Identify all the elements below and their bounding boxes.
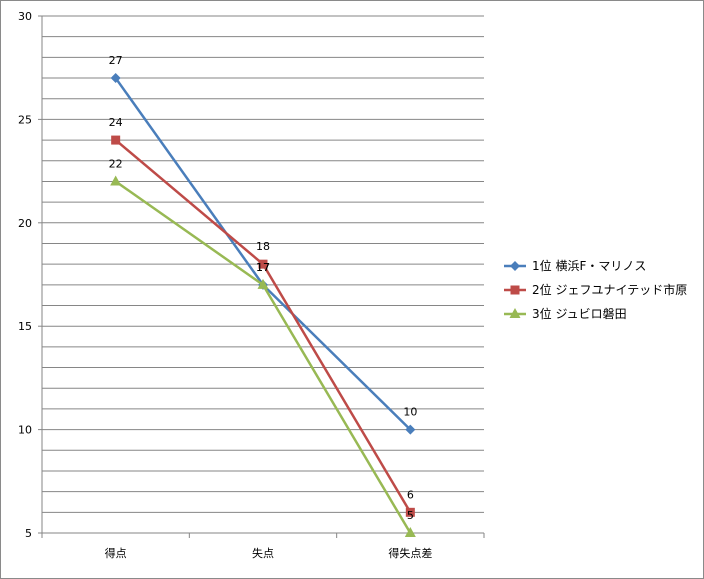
series-lines [110,73,416,537]
y-tick-label: 5 [25,527,32,540]
data-point [405,507,415,517]
x-tick-label: 失点 [252,547,274,560]
series-2 [111,135,415,517]
legend: 1位 横浜F・マリノス 2位 ジェフユナイテッド市原 3位 ジュビロ磐田 [504,258,687,321]
axes [38,15,485,538]
series-line [114,77,412,431]
data-point [258,259,268,269]
data-point [110,175,122,186]
legend-marker [510,261,520,271]
legend-label: 3位 ジュビロ磐田 [532,306,627,321]
legend-entry: 2位 ジェフユナイテッド市原 [504,282,687,297]
series-3 [110,175,416,537]
data-point [111,135,121,145]
legend-label: 1位 横浜F・マリノス [532,258,646,273]
data-label: 18 [256,240,270,253]
series-line [114,180,412,534]
data-label: 6 [407,488,414,501]
data-label: 24 [109,116,123,129]
data-label: 22 [109,157,123,170]
y-tick-label: 15 [18,320,32,333]
data-point [404,527,416,537]
y-axis-tick-labels: 5 10 15 20 25 30 [18,10,32,540]
legend-entry: 1位 横浜F・マリノス [504,258,646,273]
y-tick-label: 25 [18,113,32,126]
data-label: 27 [109,54,123,67]
y-tick-label: 30 [18,10,32,23]
series-1 [110,73,416,435]
legend-entry: 3位 ジュビロ磐田 [504,306,627,321]
legend-marker [509,308,521,318]
data-point [110,73,121,84]
legend-marker [510,285,520,295]
legend-label: 2位 ジェフユナイテッド市原 [532,282,687,297]
data-point [405,424,416,435]
data-point [257,278,269,289]
x-tick-label: 得失点差 [388,546,432,560]
x-axis-tick-labels: 得点 失点 得失点差 [105,546,433,560]
data-label: 5 [407,509,414,522]
data-label: 17 [256,261,270,274]
data-label: 17 [256,261,270,274]
data-label: 10 [403,406,417,419]
y-tick-label: 10 [18,424,32,437]
y-tick-label: 20 [18,217,32,230]
x-tick-label: 得点 [105,547,127,560]
